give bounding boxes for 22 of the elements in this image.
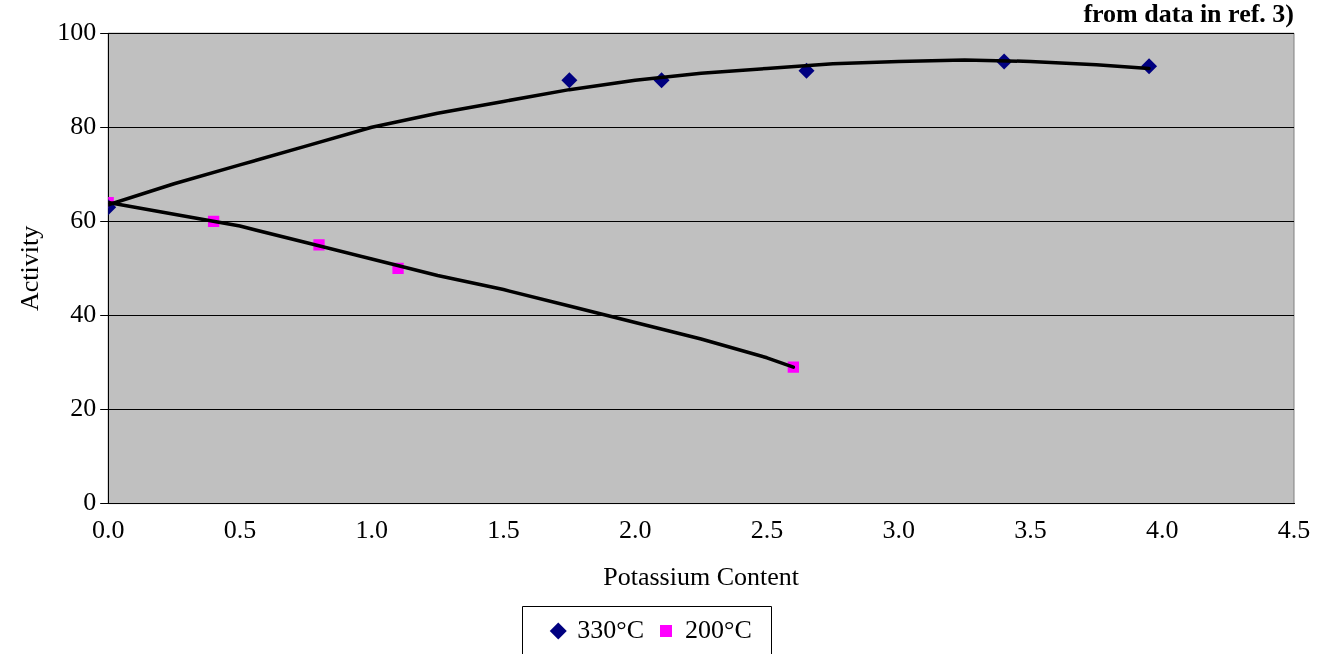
legend-label: 330°C	[577, 614, 645, 644]
x-tick-label: 2.0	[618, 515, 652, 545]
y-tick-label: 60	[70, 205, 97, 235]
x-axis-title: Potassium Content	[603, 562, 800, 592]
legend-label: 200°C	[685, 614, 752, 644]
y-tick-label: 80	[70, 111, 97, 141]
x-tick-label: 1.0	[355, 515, 388, 545]
y-axis-title: Activity	[15, 225, 45, 312]
y-tick-label: 0	[83, 487, 97, 517]
x-tick-label: 3.0	[882, 515, 915, 545]
x-tick-label: 2.5	[750, 515, 784, 545]
y-tick-label: 40	[70, 299, 97, 329]
x-tick-label: 3.5	[1014, 515, 1047, 545]
point	[561, 72, 578, 89]
x-tick-label: 0.5	[223, 515, 257, 545]
x-tick-label: 1.5	[487, 515, 520, 545]
x-tick-label: 4.5	[1277, 515, 1311, 545]
x-tick-label: 4.0	[1145, 515, 1179, 545]
chart-title: from data in ref. 3)	[1083, 0, 1294, 29]
x-tick-label: 0.0	[91, 515, 125, 545]
y-tick-label: 100	[57, 17, 97, 47]
y-tick-label: 20	[70, 393, 97, 423]
